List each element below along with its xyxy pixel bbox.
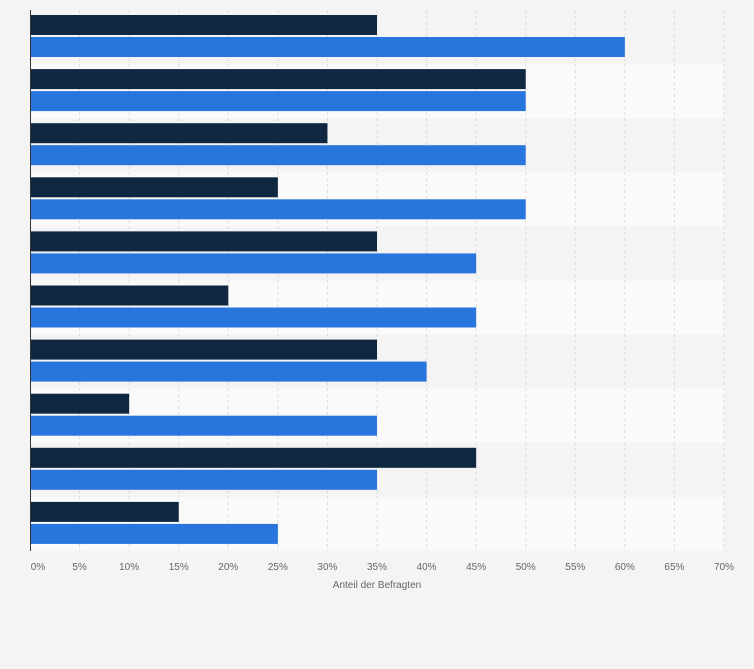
x-tick-label: 50% (516, 562, 536, 573)
bar (30, 231, 377, 252)
x-tick-label: 55% (565, 562, 585, 573)
x-tick-label: 10% (119, 562, 139, 573)
bar (30, 253, 477, 274)
bar (30, 361, 427, 382)
bar (30, 447, 477, 468)
bar (30, 91, 526, 112)
bar (30, 37, 625, 57)
bar (30, 393, 130, 414)
x-tick-label: 45% (466, 562, 486, 573)
bars (30, 15, 625, 544)
bar (30, 307, 477, 328)
bar (30, 469, 377, 490)
bar (30, 15, 377, 35)
x-tick-label: 35% (367, 562, 387, 573)
bar (30, 145, 526, 166)
bar (30, 339, 377, 360)
bar (30, 415, 377, 436)
bar (30, 177, 278, 198)
x-tick-label: 60% (615, 562, 635, 573)
x-tick-label: 20% (218, 562, 238, 573)
x-tick-label: 5% (72, 562, 87, 573)
x-tick-label: 65% (664, 562, 684, 573)
x-tick-label: 25% (268, 562, 288, 573)
x-tick-label: 15% (169, 562, 189, 573)
x-tick-label: 0% (31, 562, 46, 573)
x-axis-ticks: 0% 5% 10% 15% 20% 25% 30% 35% 40% 45% 50% 55% 60% 65%… (31, 562, 734, 573)
bar (30, 123, 328, 144)
x-tick-label: 40% (417, 562, 437, 573)
bar (30, 285, 229, 306)
bar (30, 523, 278, 544)
bar (30, 199, 526, 220)
x-tick-label: 30% (317, 562, 337, 573)
x-axis-title: Anteil der Befragten (333, 580, 421, 591)
bar (30, 501, 179, 522)
bar (30, 69, 526, 90)
x-tick-label: 70% (714, 562, 734, 573)
